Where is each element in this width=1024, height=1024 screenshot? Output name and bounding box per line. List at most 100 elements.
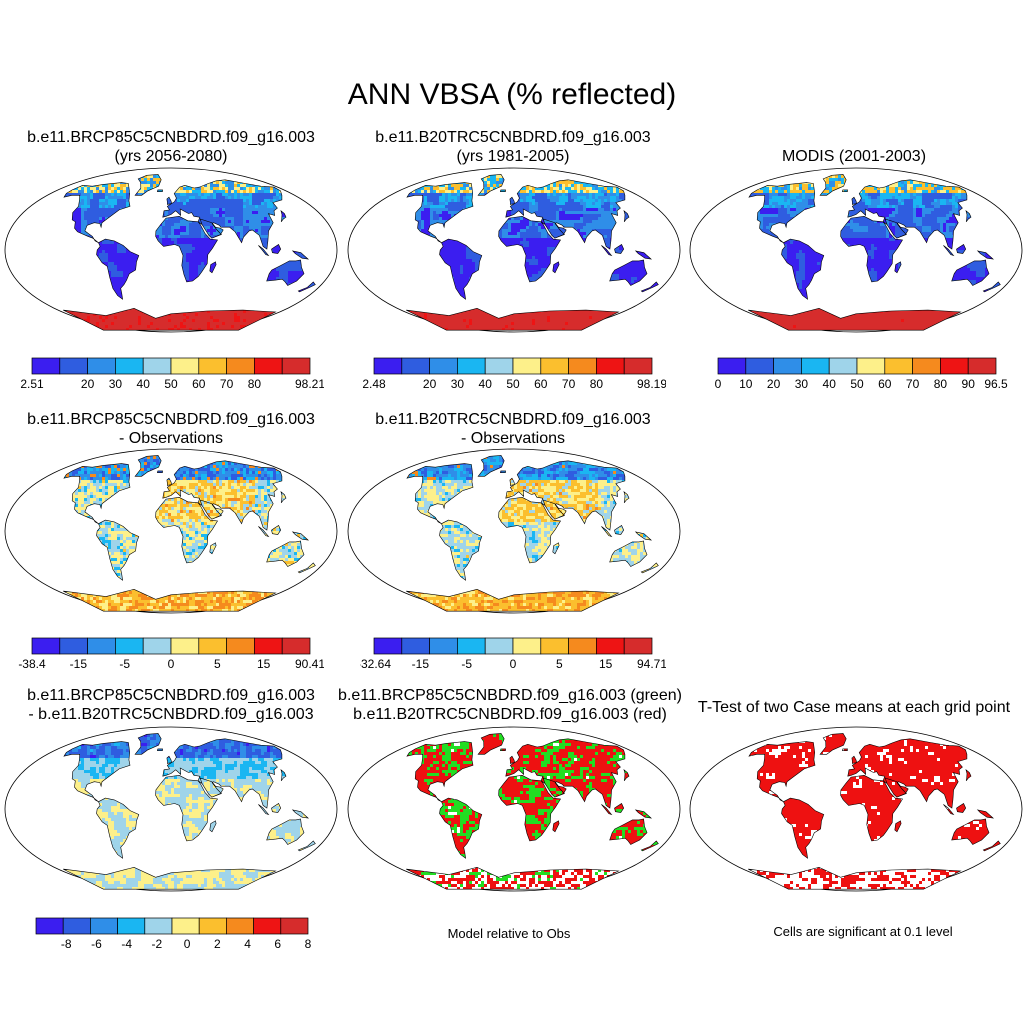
colorbar-box <box>912 357 941 375</box>
map-panel-p5 <box>347 448 681 614</box>
colorbar-box <box>115 357 144 375</box>
colorbar-label: 20 <box>423 377 437 391</box>
colorbar-label: 60 <box>534 377 548 391</box>
colorbar-label: 40 <box>479 377 493 391</box>
panel-title-line1: MODIS (2001-2003) <box>684 147 1024 166</box>
coastline <box>63 733 316 890</box>
colorbar-label: 70 <box>220 377 234 391</box>
colorbar-box <box>31 357 61 375</box>
colorbar-label: 2.51 <box>20 377 44 391</box>
colorbar-label: 60 <box>878 377 892 391</box>
panel-title-line2: (yrs 2056-2080) <box>0 147 342 166</box>
colorbar-box <box>373 637 403 655</box>
colorbar-label: 50 <box>506 377 520 391</box>
colorbar-label: 98.19 <box>637 377 666 391</box>
panel-title-p9: T-Test of two Case means at each grid po… <box>684 698 1024 717</box>
coastline <box>63 455 316 612</box>
colorbar-box <box>59 637 88 655</box>
colorbar-box <box>280 917 309 935</box>
colorbar-box <box>940 357 969 375</box>
colorbar-label: 10 <box>739 377 753 391</box>
map-frame <box>689 167 1023 333</box>
map-panel-p8 <box>347 726 681 892</box>
colorbar-box <box>596 637 625 655</box>
colorbar-box <box>717 357 747 375</box>
colorbar-box <box>281 637 311 655</box>
colorbar-box <box>484 637 514 655</box>
colorbar-label: 80 <box>248 377 262 391</box>
colorbar-box <box>142 357 172 375</box>
colorbar-label: 60 <box>192 377 206 391</box>
colorbar-label: 15 <box>599 657 613 671</box>
map-panel-p1 <box>4 167 338 333</box>
panel-title-p1: b.e11.BRCP85C5CNBDRD.f09_g16.003 (yrs 20… <box>0 128 342 166</box>
map-frame <box>347 167 681 333</box>
colorbar-label: 0 <box>510 657 517 671</box>
map-frame <box>689 726 1023 892</box>
colorbar-label: 20 <box>767 377 781 391</box>
colorbar-box <box>87 357 116 375</box>
colorbar-box <box>801 357 830 375</box>
colorbar-label: 40 <box>823 377 837 391</box>
colorbar-box <box>170 637 200 655</box>
panel-title-line1: b.e11.BRCP85C5CNBDRD.f09_g16.003 <box>0 128 342 147</box>
colorbar-box <box>568 357 597 375</box>
colorbar-box <box>31 637 61 655</box>
colorbar-box <box>254 637 283 655</box>
panel-title-line2: (yrs 1981-2005) <box>342 147 684 166</box>
colorbar-box <box>253 917 282 935</box>
colorbar-box <box>745 357 774 375</box>
colorbar-box <box>226 637 255 655</box>
colorbar-box <box>198 637 227 655</box>
colorbar-label: -32.64 <box>360 657 391 671</box>
colorbar-box <box>401 637 430 655</box>
colorbar-label: 50 <box>850 377 864 391</box>
colorbar-box <box>884 357 913 375</box>
colorbar-box <box>512 637 542 655</box>
colorbar-label: 6 <box>274 937 281 951</box>
colorbar-box <box>828 357 858 375</box>
panel-title-line2: b.e11.B20TRC5CNBDRD.f09_g16.003 (red) <box>330 705 690 724</box>
colorbar-box <box>171 917 200 935</box>
colorbar-label: -2 <box>152 937 163 951</box>
panel-title-line1: b.e11.BRCP85C5CNBDRD.f09_g16.003 (green) <box>330 686 690 705</box>
colorbar-box <box>87 637 116 655</box>
map-panel-p4 <box>4 448 338 614</box>
colorbar-label: 90.41 <box>295 657 324 671</box>
colorbar-label: -38.4 <box>18 657 46 671</box>
colorbar-label: 70 <box>906 377 920 391</box>
colorbar-box <box>401 357 430 375</box>
coastline <box>406 455 659 612</box>
colorbar-label: 80 <box>590 377 604 391</box>
coastline <box>748 174 1001 331</box>
colorbar-label: 20 <box>81 377 95 391</box>
colorbar-label: 5 <box>214 657 221 671</box>
colorbar-label: -8 <box>61 937 72 951</box>
colorbar-label: 50 <box>164 377 178 391</box>
colorbar-label: 0 <box>168 657 175 671</box>
colorbar-box <box>254 357 283 375</box>
colorbar-label: -4 <box>121 937 132 951</box>
panel-title-p3: MODIS (2001-2003) <box>684 147 1024 166</box>
colorbar-label: 96.5 <box>984 377 1008 391</box>
colorbar-box <box>429 637 458 655</box>
colorbar-label: 15 <box>257 657 271 671</box>
colorbar-box <box>117 917 146 935</box>
colorbar-p3: 0 10 20 30 40 50 60 70 80 90 96.5 <box>715 357 1008 391</box>
panel-title-line1: b.e11.BRCP85C5CNBDRD.f09_g16.003 <box>0 686 342 705</box>
colorbar-box <box>226 917 254 935</box>
colorbar-box <box>540 637 569 655</box>
colorbar-label: 70 <box>562 377 576 391</box>
colorbar-label: 0 <box>184 937 191 951</box>
panel-title-p4: b.e11.BRCP85C5CNBDRD.f09_g16.003 - Obser… <box>0 410 342 448</box>
panel-title-line1: T-Test of two Case means at each grid po… <box>684 698 1024 717</box>
note-p8: Model relative to Obs <box>346 926 672 941</box>
colorbar-label: 30 <box>795 377 809 391</box>
panel-title-p2: b.e11.B20TRC5CNBDRD.f09_g16.003 (yrs 198… <box>342 128 684 166</box>
colorbar-box <box>35 917 64 935</box>
note-p9: Cells are significant at 0.1 level <box>700 924 1024 939</box>
panel-title-line2: - Observations <box>0 429 342 448</box>
colorbar-box <box>226 357 255 375</box>
map-panel-p3 <box>689 167 1023 333</box>
colorbar-label: 8 <box>305 937 312 951</box>
